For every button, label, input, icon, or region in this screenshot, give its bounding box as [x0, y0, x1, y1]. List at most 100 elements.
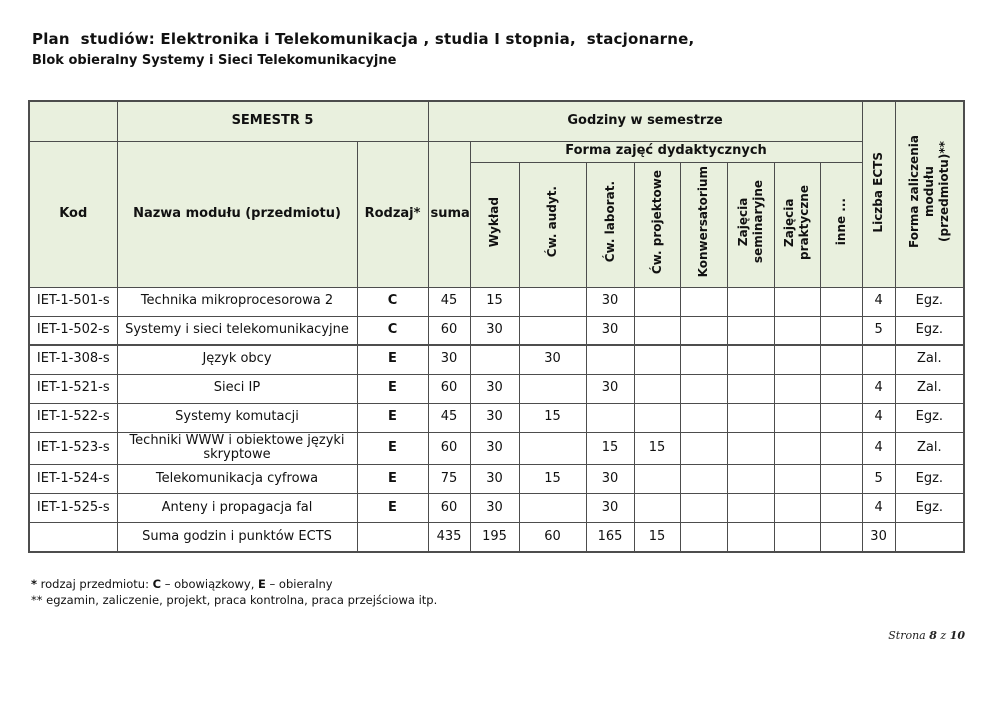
cell-rodzaj: E — [356, 493, 429, 524]
cell-cw-projektowe — [633, 493, 681, 524]
cell-suma: 60 — [427, 431, 471, 466]
course-row: IET-1-521-s Sieci IP E 60 30 30 4 Zal. — [28, 373, 965, 404]
cell-kod: IET-1-521-s — [28, 373, 118, 404]
header-inne-label: inne ... — [833, 198, 848, 246]
header-kod: Kod — [28, 140, 118, 288]
header-nazwa: Nazwa modułu (przedmiotu) — [116, 140, 358, 288]
cell-cw-projektowe — [633, 344, 681, 375]
cell-zajecia-praktyczne — [773, 464, 821, 495]
footnote-zaliczenie: ** egzamin, zaliczenie, projekt, praca k… — [31, 593, 438, 607]
header-cw-projektowe-label: Ćw. projektowe — [649, 170, 664, 275]
header-konwersatorium-label: Konwersatorium — [696, 166, 710, 278]
cell-rodzaj: E — [356, 373, 429, 404]
cell-cw-audyt: 15 — [518, 402, 587, 433]
cell-cw-audyt — [518, 315, 587, 346]
cell-inne — [819, 431, 863, 466]
cell-zaliczenie: Zal. — [894, 344, 965, 375]
cell-cw-laborat: 30 — [585, 315, 635, 346]
cell-cw-laborat: 30 — [585, 464, 635, 495]
cell-zajecia-praktyczne — [773, 402, 821, 433]
page-number-total: 10 — [949, 629, 965, 642]
header-rodzaj: Rodzaj* — [356, 140, 429, 288]
cell-konwersatorium — [679, 402, 728, 433]
header-ects: Liczba ECTS — [861, 100, 896, 288]
cell-konwersatorium — [679, 493, 728, 524]
course-row: IET-1-522-s Systemy komutacji E 45 30 15 4 Egz. — [28, 402, 965, 433]
cell-zajecia-praktyczne — [773, 493, 821, 524]
header-semester: SEMESTR 5 — [116, 100, 429, 142]
cell-cw-projektowe — [633, 373, 681, 404]
footnote-c-label: C — [152, 577, 162, 591]
footnote-star: * — [31, 577, 38, 591]
cell-zaliczenie: Zal. — [894, 373, 965, 404]
cell-suma: 435 — [427, 522, 471, 553]
cell-nazwa: Język obcy — [116, 344, 358, 375]
cell-suma: 75 — [427, 464, 471, 495]
cell-kod: IET-1-522-s — [28, 402, 118, 433]
cell-zajecia-seminaryjne — [726, 493, 775, 524]
cell-inne — [819, 373, 863, 404]
cell-inne — [819, 344, 863, 375]
cell-zajecia-praktyczne — [773, 373, 821, 404]
cell-zajecia-seminaryjne — [726, 344, 775, 375]
cell-kod — [28, 522, 118, 553]
page-title: Plan studiów: Elektronika i Telekomunika… — [32, 30, 695, 48]
cell-zajecia-praktyczne — [773, 286, 821, 317]
cell-rodzaj: E — [356, 344, 429, 375]
cell-cw-audyt — [518, 493, 587, 524]
page-number-label: Strona — [888, 629, 930, 642]
page-number: Strona 8 z 10 — [888, 629, 965, 642]
cell-nazwa: Technika mikroprocesorowa 2 — [116, 286, 358, 317]
header-suma: suma — [427, 140, 471, 288]
cell-wyklad: 30 — [469, 493, 520, 524]
cell-nazwa: Systemy i sieci telekomunikacyjne — [116, 315, 358, 346]
cell-zajecia-seminaryjne — [726, 286, 775, 317]
cell-cw-projektowe — [633, 464, 681, 495]
cell-wyklad: 30 — [469, 402, 520, 433]
cell-zajecia-seminaryjne — [726, 464, 775, 495]
cell-wyklad: 15 — [469, 286, 520, 317]
footnote-suffix: – obieralny — [265, 577, 333, 591]
cell-cw-laborat — [585, 344, 635, 375]
course-row: IET-1-308-s Język obcy E 30 30 Zal. — [28, 344, 965, 375]
cell-zajecia-seminaryjne — [726, 373, 775, 404]
cell-inne — [819, 286, 863, 317]
cell-inne — [819, 315, 863, 346]
cell-ects: 4 — [861, 431, 896, 466]
header-form-group: Forma zajęć dydaktycznych — [469, 140, 863, 163]
cell-suma: 30 — [427, 344, 471, 375]
cell-rodzaj: C — [356, 315, 429, 346]
cell-ects: 5 — [861, 315, 896, 346]
cell-cw-laborat — [585, 402, 635, 433]
cell-konwersatorium — [679, 373, 728, 404]
header-zaliczenie-label: Forma zaliczenia modułu (przedmiotu)** — [906, 135, 951, 249]
cell-cw-projektowe — [633, 402, 681, 433]
cell-nazwa: Sieci IP — [116, 373, 358, 404]
cell-zajecia-praktyczne — [773, 522, 821, 553]
table-header: SEMESTR 5 Godziny w semestrze Liczba ECT… — [28, 100, 965, 288]
cell-zaliczenie: Egz. — [894, 286, 965, 317]
header-zajecia-seminaryjne-label: Zajęcia seminaryjne — [735, 180, 765, 264]
cell-zaliczenie: Egz. — [894, 493, 965, 524]
cell-konwersatorium — [679, 464, 728, 495]
header-zajecia-praktyczne-label: Zajęcia praktyczne — [782, 184, 811, 260]
cell-wyklad: 30 — [469, 431, 520, 466]
cell-zaliczenie: Zal. — [894, 431, 965, 466]
cell-wyklad: 30 — [469, 464, 520, 495]
cell-suma: 60 — [427, 493, 471, 524]
header-konwersatorium: Konwersatorium — [679, 161, 728, 288]
cell-cw-audyt: 30 — [518, 344, 587, 375]
cell-zajecia-praktyczne — [773, 315, 821, 346]
page-number-separator: z — [936, 629, 950, 642]
header-cw-projektowe: Ćw. projektowe — [633, 161, 681, 288]
cell-zaliczenie: Egz. — [894, 315, 965, 346]
header-cw-audyt: Ćw. audyt. — [518, 161, 587, 288]
cell-suma: 45 — [427, 402, 471, 433]
cell-zajecia-seminaryjne — [726, 431, 775, 466]
study-plan-table: SEMESTR 5 Godziny w semestrze Liczba ECT… — [28, 100, 966, 553]
cell-zajecia-seminaryjne — [726, 402, 775, 433]
header-ects-label: Liczba ECTS — [871, 151, 886, 233]
footnote-between: – obowiązkowy, — [161, 577, 259, 591]
cell-ects: 4 — [861, 373, 896, 404]
